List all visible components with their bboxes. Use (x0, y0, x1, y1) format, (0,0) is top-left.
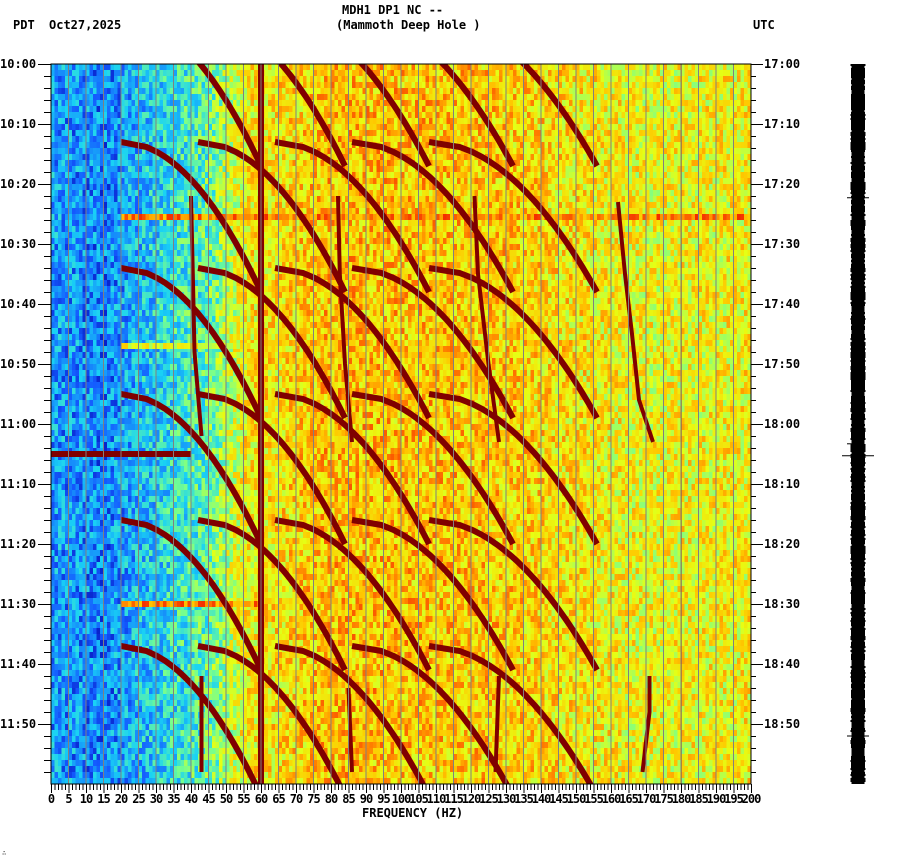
left-time-label: 11:20 (0, 538, 36, 550)
frequency-tick-label: 70 (290, 793, 303, 805)
frequency-tick-label: 105 (409, 793, 429, 805)
corner-mark: ∴ (2, 849, 6, 857)
frequency-tick-label: 100 (392, 793, 412, 805)
frequency-axis-title: FREQUENCY (HZ) (362, 806, 463, 820)
left-time-label: 10:40 (0, 298, 36, 310)
frequency-tick-label: 180 (672, 793, 692, 805)
right-time-label: 17:50 (764, 358, 800, 370)
right-time-label: 18:10 (764, 478, 800, 490)
frequency-tick-label: 25 (132, 793, 145, 805)
right-time-label: 18:30 (764, 598, 800, 610)
frequency-tick-label: 170 (637, 793, 657, 805)
frequency-tick-label: 35 (167, 793, 180, 805)
frequency-tick-label: 75 (307, 793, 320, 805)
frequency-tick-label: 110 (427, 793, 447, 805)
frequency-tick-label: 195 (724, 793, 744, 805)
right-time-label: 17:00 (764, 58, 800, 70)
right-time-label: 18:20 (764, 538, 800, 550)
frequency-tick-label: 130 (497, 793, 517, 805)
seismogram-trace (842, 64, 874, 784)
frequency-tick-label: 165 (619, 793, 639, 805)
frequency-tick-label: 20 (115, 793, 128, 805)
frequency-tick-label: 200 (742, 793, 762, 805)
left-timezone-label: PDT (13, 19, 35, 32)
frequency-tick-label: 10 (80, 793, 93, 805)
frequency-tick-label: 115 (444, 793, 464, 805)
frequency-tick-label: 140 (532, 793, 552, 805)
spectrogram-features (51, 64, 751, 784)
frequency-tick-label: 90 (360, 793, 373, 805)
frequency-tick-label: 85 (342, 793, 355, 805)
left-time-label: 11:10 (0, 478, 36, 490)
left-time-label: 11:30 (0, 598, 36, 610)
right-time-label: 17:10 (764, 118, 800, 130)
frequency-gridlines (68, 64, 734, 784)
frequency-tick-label: 120 (462, 793, 482, 805)
frequency-tick-label: 15 (97, 793, 110, 805)
right-time-label: 18:00 (764, 418, 800, 430)
station-subtitle: (Mammoth Deep Hole ) (336, 19, 481, 32)
date-label: Oct27,2025 (49, 19, 121, 32)
frequency-tick-label: 190 (707, 793, 727, 805)
frequency-tick-label: 175 (654, 793, 674, 805)
frequency-tick-label: 45 (202, 793, 215, 805)
frequency-tick-label: 185 (689, 793, 709, 805)
time-ticks (38, 64, 763, 793)
left-time-label: 10:00 (0, 58, 36, 70)
station-title: MDH1 DP1 NC -- (342, 4, 443, 17)
frequency-tick-label: 5 (65, 793, 72, 805)
frequency-tick-label: 95 (377, 793, 390, 805)
right-time-label: 17:30 (764, 238, 800, 250)
frequency-tick-label: 65 (272, 793, 285, 805)
frequency-tick-label: 150 (567, 793, 587, 805)
frequency-tick-label: 0 (48, 793, 55, 805)
frequency-tick-label: 145 (549, 793, 569, 805)
frequency-tick-label: 40 (185, 793, 198, 805)
frequency-tick-label: 80 (325, 793, 338, 805)
frequency-tick-label: 160 (602, 793, 622, 805)
left-time-label: 10:10 (0, 118, 36, 130)
frequency-tick-label: 55 (237, 793, 250, 805)
right-time-label: 17:20 (764, 178, 800, 190)
frequency-tick-label: 135 (514, 793, 534, 805)
frequency-tick-label: 125 (479, 793, 499, 805)
left-time-label: 10:30 (0, 238, 36, 250)
right-time-label: 18:40 (764, 658, 800, 670)
left-time-label: 11:50 (0, 718, 36, 730)
right-time-label: 18:50 (764, 718, 800, 730)
left-time-label: 10:50 (0, 358, 36, 370)
frequency-tick-label: 155 (584, 793, 604, 805)
frequency-tick-label: 30 (150, 793, 163, 805)
left-time-label: 10:20 (0, 178, 36, 190)
right-time-label: 17:40 (764, 298, 800, 310)
frequency-tick-label: 60 (255, 793, 268, 805)
left-time-label: 11:00 (0, 418, 36, 430)
right-timezone-label: UTC (753, 19, 775, 32)
left-time-label: 11:40 (0, 658, 36, 670)
frequency-tick-label: 50 (220, 793, 233, 805)
